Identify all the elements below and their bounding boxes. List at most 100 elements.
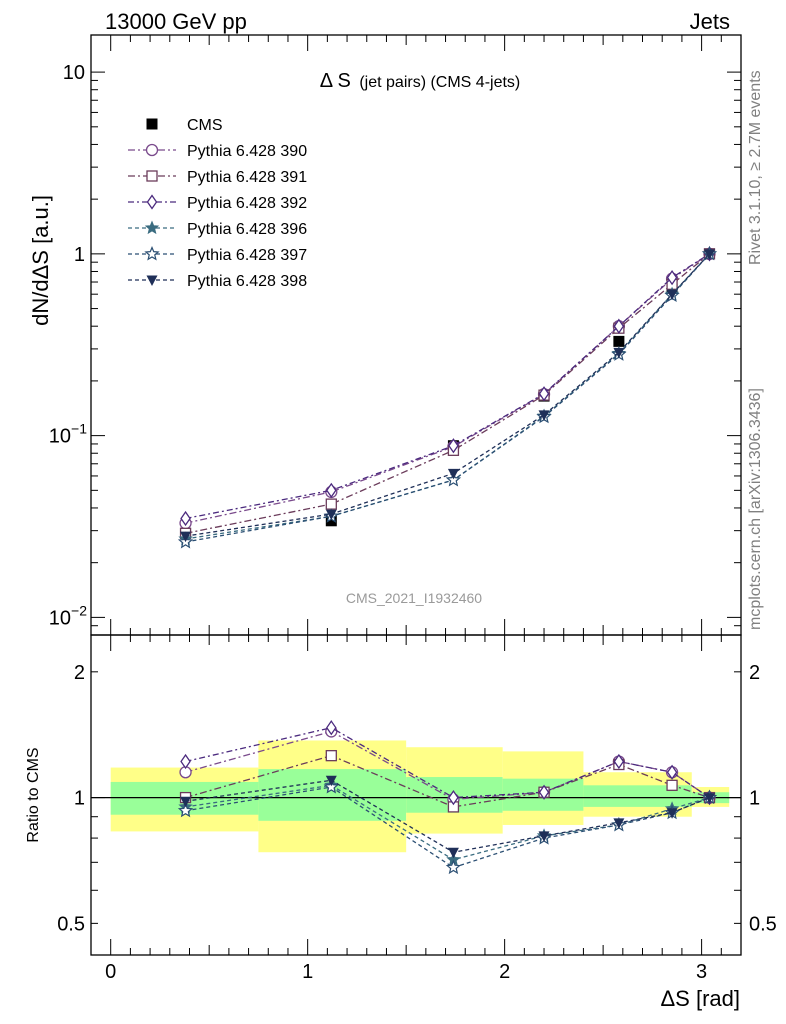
data-point bbox=[613, 335, 625, 347]
series-pythia-6-428-390 bbox=[179, 247, 716, 530]
legend-label: Pythia 6.428 398 bbox=[187, 273, 307, 290]
main-plot-series bbox=[177, 245, 718, 549]
legend-marker bbox=[144, 220, 160, 235]
series-cms bbox=[180, 248, 715, 539]
analysis-watermark: CMS_2021_I1932460 bbox=[346, 590, 482, 606]
data-point bbox=[538, 386, 550, 402]
x-tick-label: 3 bbox=[696, 961, 707, 983]
data-point bbox=[447, 468, 459, 480]
data-point bbox=[180, 531, 192, 543]
mcplots-label: mcplots.cern.ch [arXiv:1306.3436] bbox=[747, 388, 764, 630]
data-point bbox=[613, 318, 625, 334]
data-point bbox=[180, 510, 191, 527]
y-tick-label: 2 bbox=[74, 662, 85, 684]
legend-entry: CMS bbox=[146, 117, 223, 134]
legend: CMS Pythia 6.428 390 Pythia 6.428 391 Pythi… bbox=[128, 117, 307, 290]
series-line bbox=[185, 253, 710, 534]
legend-marker bbox=[144, 245, 160, 261]
ratio-data-point bbox=[177, 802, 194, 818]
y-tick-label-exponent: −2 bbox=[71, 602, 87, 618]
ratio-data-point bbox=[666, 779, 678, 791]
y-tick-label: 1 bbox=[74, 244, 85, 266]
ratio-data-point bbox=[445, 859, 462, 875]
header-left: 13000 GeV pp bbox=[105, 9, 247, 34]
ratio-data-point bbox=[613, 753, 625, 770]
y-tick-label: 10 bbox=[63, 62, 85, 84]
ratio-data-point bbox=[323, 778, 339, 794]
main-y-axis-title: dN/dΔS [a.u.] bbox=[28, 195, 53, 326]
series-pythia-6-428-398 bbox=[180, 249, 715, 543]
legend-entry: Pythia 6.428 396 bbox=[128, 220, 307, 238]
series-line bbox=[185, 253, 710, 537]
y-tick-label-right: 1 bbox=[749, 788, 760, 810]
ratio-data-point bbox=[703, 793, 715, 804]
x-axis-title: ΔS [rad] bbox=[660, 986, 740, 1011]
ratio-data-point bbox=[666, 764, 678, 780]
data-point bbox=[325, 509, 337, 521]
ratio-data-point bbox=[326, 720, 337, 736]
y-tick-label-right: 0.5 bbox=[749, 913, 777, 935]
ratio-data-point bbox=[538, 831, 550, 842]
legend-label: Pythia 6.428 396 bbox=[187, 221, 307, 238]
legend-label: Pythia 6.428 392 bbox=[187, 195, 307, 212]
data-point bbox=[325, 498, 337, 510]
data-point bbox=[325, 515, 337, 527]
main-title: Δ S (jet pairs) (CMS 4-jets) bbox=[320, 70, 521, 92]
ratio-data-point bbox=[325, 750, 337, 762]
series-pythia-6-428-396 bbox=[178, 246, 717, 546]
x-tick-label: 1 bbox=[302, 961, 313, 983]
ratio-data-point bbox=[448, 789, 459, 806]
legend-marker bbox=[145, 143, 159, 157]
data-point bbox=[538, 410, 550, 421]
ratio-plot-series bbox=[177, 720, 718, 875]
main-title-sub: (jet pairs) (CMS 4-jets) bbox=[359, 74, 520, 91]
legend-marker bbox=[146, 194, 158, 210]
ratio-data-point bbox=[666, 808, 678, 819]
ratio-series-pythia-6-428-398 bbox=[180, 775, 715, 859]
data-point bbox=[703, 249, 715, 260]
y-tick-label: 10−2 bbox=[49, 602, 87, 629]
ratio-data-point bbox=[325, 775, 337, 787]
y-tick-label-exponent: −1 bbox=[71, 421, 87, 437]
ratio-data-point bbox=[180, 753, 191, 770]
series-pythia-6-428-391 bbox=[179, 248, 716, 539]
series-line bbox=[185, 253, 710, 543]
ratio-data-point bbox=[538, 784, 550, 800]
series-pythia-6-428-397 bbox=[177, 245, 718, 549]
data-point bbox=[666, 289, 678, 301]
data-point bbox=[326, 482, 337, 498]
y-tick-label: 0.5 bbox=[57, 913, 85, 935]
legend-entry: Pythia 6.428 390 bbox=[128, 143, 307, 160]
y-tick-label: 1 bbox=[74, 788, 85, 810]
legend-entry: Pythia 6.428 392 bbox=[128, 194, 307, 212]
legend-entry: Pythia 6.428 391 bbox=[128, 169, 307, 186]
y-tick-label-base: 10 bbox=[49, 426, 71, 448]
x-tick-label: 0 bbox=[105, 961, 116, 983]
data-point bbox=[445, 471, 462, 487]
legend-marker bbox=[146, 118, 158, 130]
series-line bbox=[185, 253, 710, 524]
legend-marker bbox=[146, 170, 158, 182]
y-tick-label: 10−1 bbox=[49, 421, 87, 448]
series-line bbox=[185, 253, 710, 540]
legend-entry: Pythia 6.428 398 bbox=[128, 273, 307, 290]
ratio-data-point bbox=[613, 818, 625, 829]
ratio-plot-frame bbox=[90, 634, 742, 956]
ratio-y-axis-title: Ratio to CMS bbox=[25, 747, 42, 842]
data-point bbox=[448, 438, 459, 454]
legend-label: Pythia 6.428 390 bbox=[187, 143, 307, 160]
header-right: Jets bbox=[690, 9, 730, 34]
data-point bbox=[613, 347, 625, 359]
legend-label: Pythia 6.428 397 bbox=[187, 247, 307, 264]
x-tick-label: 2 bbox=[499, 961, 510, 983]
main-title-symbol: Δ S bbox=[320, 70, 351, 92]
data-point bbox=[666, 269, 678, 286]
y-tick-label-base: 10 bbox=[49, 607, 71, 629]
ratio-data-point bbox=[180, 796, 192, 808]
rivet-label: Rivet 3.1.10, ≥ 2.7M events bbox=[747, 70, 764, 265]
y-tick-label-right: 2 bbox=[749, 662, 760, 684]
legend-marker bbox=[146, 275, 158, 286]
legend-label: Pythia 6.428 391 bbox=[187, 169, 307, 186]
